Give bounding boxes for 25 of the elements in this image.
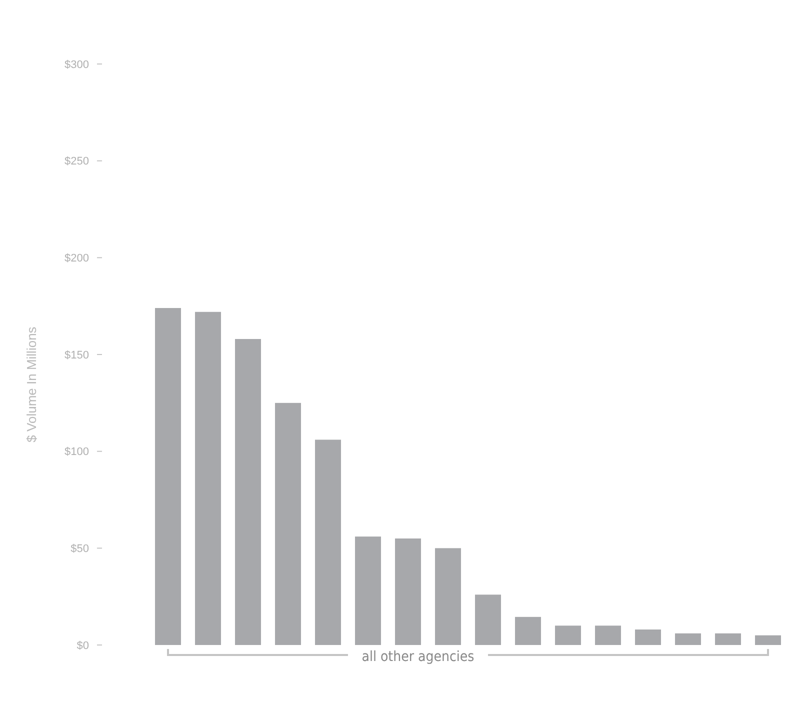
y-tick-label: $150: [64, 349, 89, 362]
y-tick-label: $0: [76, 640, 89, 652]
bar: [395, 538, 421, 645]
bar: [715, 633, 741, 645]
bar: [555, 626, 581, 645]
y-axis-title: $ Volume In Millions: [24, 326, 39, 442]
bar: [515, 616, 541, 645]
bar: [595, 626, 621, 645]
y-tick-label: $200: [64, 252, 89, 265]
bar: [675, 633, 701, 645]
y-tick-label: $300: [64, 58, 89, 71]
bar: [475, 594, 501, 645]
bar: [275, 402, 301, 645]
y-tick-label: $100: [64, 446, 89, 458]
bar: [355, 536, 381, 645]
bar: [155, 308, 181, 645]
bar: [315, 440, 341, 645]
bar: [755, 635, 781, 645]
y-tick-label: $50: [70, 543, 89, 556]
bar: [195, 312, 221, 645]
text: all other agencies: [362, 649, 474, 665]
bar: [235, 339, 261, 645]
bar: [435, 548, 461, 645]
bar: [635, 630, 661, 645]
y-tick-label: $250: [64, 156, 89, 168]
